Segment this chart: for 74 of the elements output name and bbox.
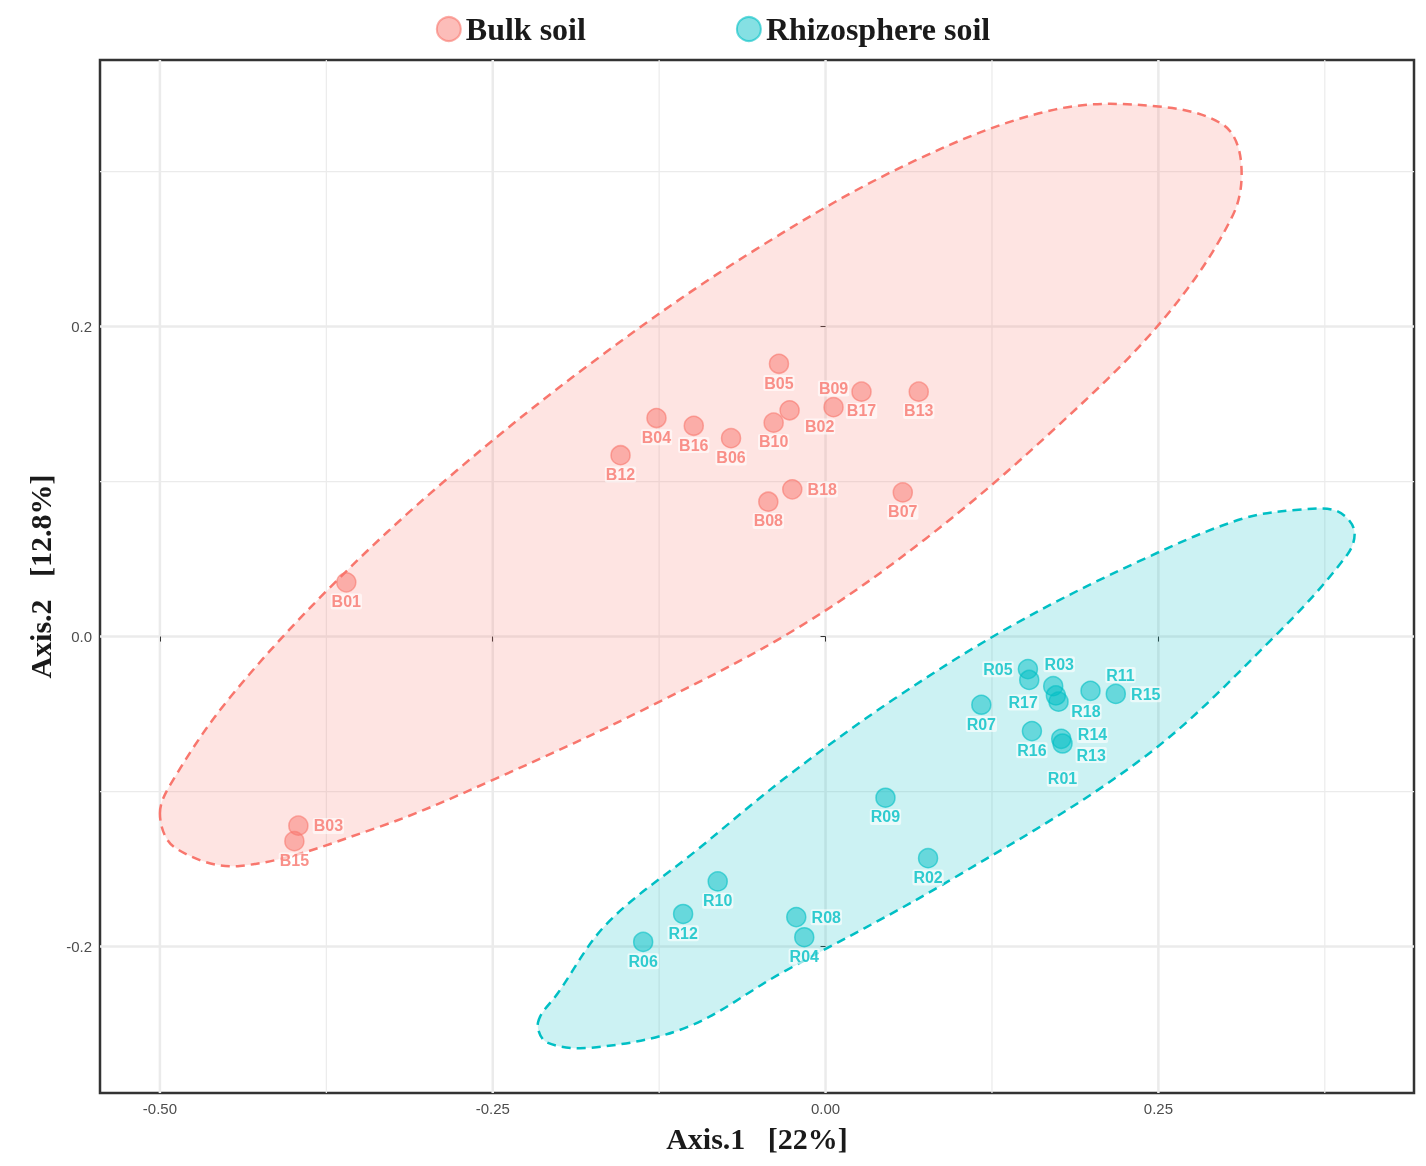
point	[971, 694, 992, 715]
point	[1080, 680, 1101, 702]
data-label: R07	[966, 715, 997, 733]
data-label: R15	[1131, 685, 1161, 703]
point	[851, 381, 872, 402]
data-label: R02	[913, 868, 943, 886]
y-tick-label: 0.2	[71, 318, 92, 336]
point	[786, 906, 807, 928]
data-label: R12	[668, 924, 698, 942]
data-label: B07	[888, 503, 918, 521]
legend-label: Rhizosphere soil	[765, 11, 991, 47]
data-label: B03	[313, 817, 344, 835]
point	[763, 412, 784, 433]
data-label: B10	[758, 433, 789, 451]
point	[683, 415, 705, 437]
data-label: R03	[1044, 655, 1075, 673]
data-label: R17	[1008, 693, 1038, 711]
point	[908, 381, 929, 402]
point	[1105, 683, 1127, 705]
data-label: R18	[1071, 703, 1101, 721]
point	[610, 444, 631, 466]
point	[782, 479, 803, 500]
data-label: R10	[703, 892, 733, 910]
data-label: B15	[279, 851, 310, 869]
point	[707, 871, 728, 892]
data-label: R11	[1106, 666, 1135, 684]
point	[892, 482, 914, 503]
data-label: B01	[331, 593, 362, 611]
point	[672, 903, 694, 925]
point	[779, 400, 800, 421]
point	[646, 407, 667, 429]
y-tick-label: 0.0	[71, 628, 92, 646]
point	[1048, 691, 1069, 712]
data-label: R05	[983, 660, 1013, 678]
x-tick-label: -0.50	[142, 1100, 178, 1117]
point	[284, 830, 305, 852]
point	[336, 572, 357, 593]
point	[794, 926, 815, 948]
data-label: B08	[753, 512, 784, 530]
data-label: B13	[904, 402, 934, 420]
data-label: R06	[628, 952, 658, 970]
data-label: B04	[641, 428, 672, 446]
data-label: B16	[679, 436, 709, 454]
point	[758, 491, 779, 512]
data-label: R01	[1047, 770, 1078, 788]
data-label: R14	[1077, 726, 1108, 744]
x-tick-label: 0.00	[810, 1100, 841, 1117]
point	[823, 396, 844, 418]
x-tick-label: -0.25	[475, 1100, 510, 1117]
point	[917, 847, 939, 869]
data-label: R16	[1017, 741, 1047, 759]
data-label: B02	[804, 418, 835, 436]
data-label: B18	[807, 481, 838, 499]
data-label: B17	[846, 402, 877, 420]
data-label: B06	[716, 448, 746, 466]
point	[720, 427, 742, 449]
point	[768, 353, 790, 375]
x-tick-label: 0.25	[1143, 1100, 1173, 1117]
point	[1021, 720, 1043, 742]
data-label: R04	[789, 947, 820, 965]
point	[1052, 733, 1073, 754]
data-label: B05	[764, 374, 794, 392]
point	[632, 931, 654, 953]
point	[1019, 669, 1040, 691]
data-label: B09	[818, 379, 849, 397]
data-label: R13	[1076, 746, 1106, 764]
x-axis-title: Axis.1 [22%]	[666, 1121, 848, 1155]
data-label: B12	[605, 465, 636, 483]
y-axis-title: Axis.2 [12.8%]	[23, 474, 57, 679]
data-label: R09	[870, 808, 901, 826]
y-tick-label: -0.2	[66, 938, 92, 956]
point	[875, 787, 896, 808]
legend-label: Bulk soil	[465, 11, 586, 47]
data-label: R08	[811, 908, 842, 926]
